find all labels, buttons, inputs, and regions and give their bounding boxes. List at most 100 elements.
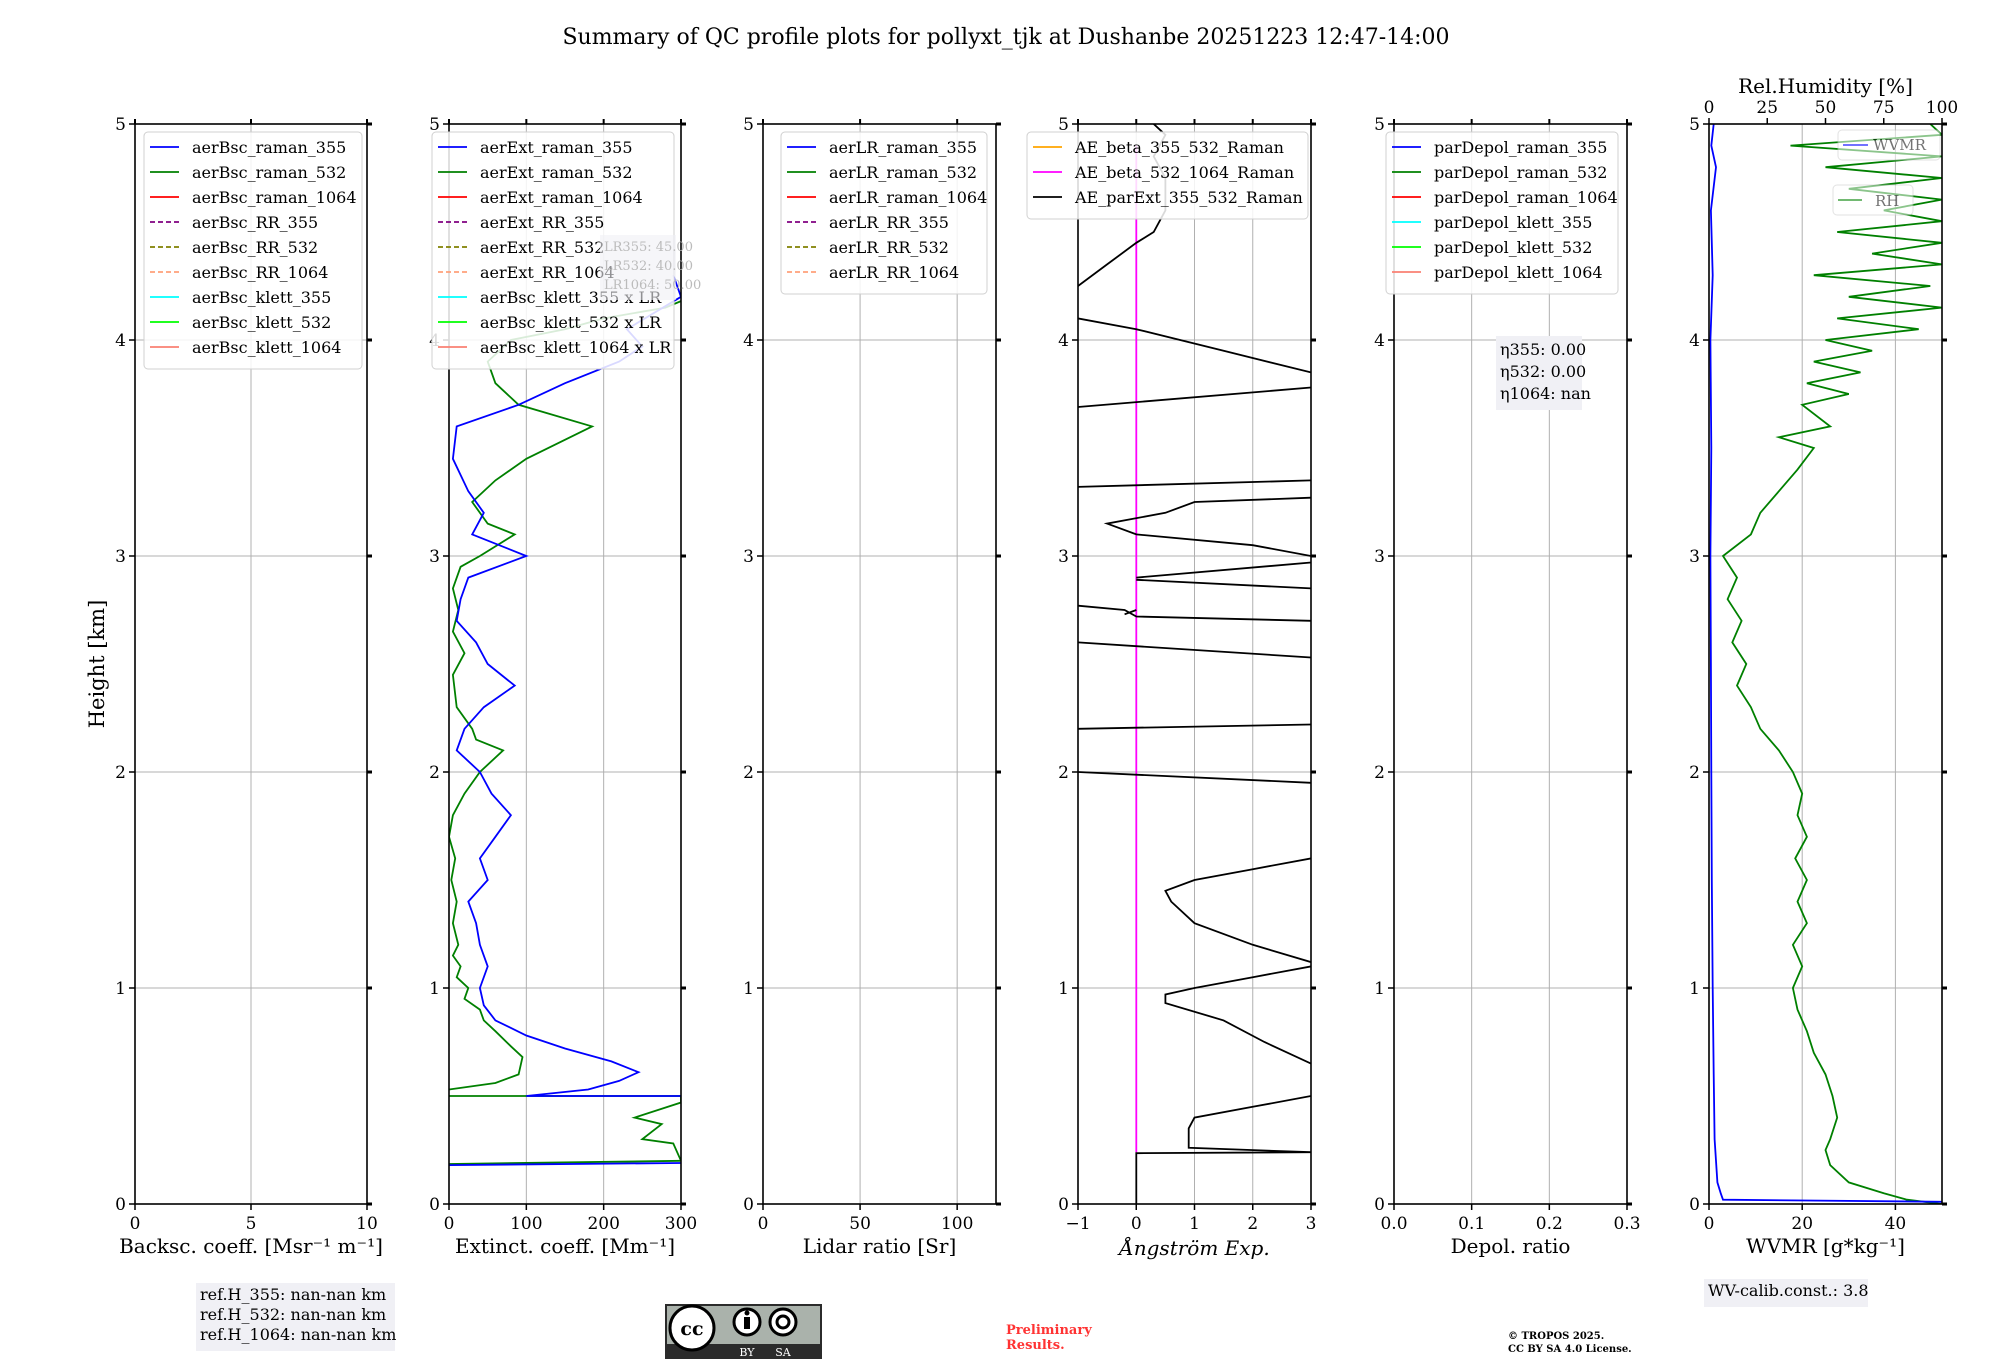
- x-axis-label: Ångström Exp.: [1117, 1235, 1269, 1260]
- legend-label: aerLR_RR_355: [829, 213, 949, 232]
- annotation-text: ref.H_532: nan-nan km: [200, 1305, 386, 1324]
- series-line-AE_parExt_355_532_Raman: [1078, 723, 1311, 730]
- y-tick-label: 0: [1689, 1195, 1700, 1215]
- top-x-tick-label: 75: [1873, 98, 1895, 118]
- by-label: BY: [739, 1346, 755, 1359]
- y-tick-label: 2: [429, 763, 440, 783]
- y-tick-label: 4: [743, 331, 754, 351]
- legend-box: [1385, 131, 1619, 295]
- x-tick-label: 0: [758, 1214, 769, 1234]
- x-tick-label: 40: [1885, 1214, 1907, 1234]
- series-line-AE_parExt_355_532_Raman: [1124, 609, 1137, 616]
- x-tick-label: 1: [1189, 1214, 1200, 1234]
- sa-icon: [768, 1307, 798, 1337]
- y-tick-label: 0: [743, 1195, 754, 1215]
- legend-label: aerLR_raman_355: [829, 138, 977, 157]
- legend-label: aerBsc_klett_532: [192, 313, 331, 332]
- y-tick-label: 5: [1374, 115, 1385, 135]
- figure-title: Summary of QC profile plots for pollyxt_…: [562, 25, 1449, 50]
- panel-5: 0 1 2 3 4 5 0.0 0.1 0.2 0.3 Depol. ratio parDepol_r…: [1374, 115, 1640, 1258]
- x-tick-label: 2: [1247, 1214, 1258, 1234]
- legend: aerBsc_raman_355 aerBsc_raman_532 aerBsc_r…: [143, 131, 363, 370]
- legend-label: aerExt_RR_532: [480, 238, 604, 257]
- y-tick-label: 2: [1374, 763, 1385, 783]
- x-tick-label: 0.0: [1380, 1214, 1407, 1234]
- y-axis-label: Height [km]: [85, 600, 109, 729]
- top-x-tick-label: 25: [1756, 98, 1778, 118]
- series-line-AE_parExt_355_532_Raman: [1103, 496, 1311, 557]
- series-line-RH: [1721, 124, 1942, 1204]
- legend-label: WVMR: [1873, 136, 1927, 154]
- legend-label: aerLR_raman_1064: [829, 188, 987, 207]
- axes-frame: [762, 123, 997, 1205]
- series-line-AE_parExt_355_532_Raman: [1078, 641, 1311, 659]
- legend-label: parDepol_klett_355: [1434, 213, 1592, 232]
- series-line-AE_parExt_355_532_Raman: [1164, 965, 1311, 1065]
- legend-label: aerBsc_raman_1064: [192, 188, 357, 207]
- legend: aerLR_raman_355 aerLR_raman_532 aerLR_rama…: [780, 131, 988, 295]
- annotation-box: WV-calib.const.: 3.8: [1704, 1279, 1869, 1307]
- y-tick-label: 1: [743, 979, 754, 999]
- legend-label: parDepol_klett_1064: [1434, 263, 1603, 282]
- legend-label: AE_beta_532_1064_Raman: [1074, 163, 1294, 182]
- y-tick-label: 5: [743, 115, 754, 135]
- legend-label: aerLR_raman_532: [829, 163, 977, 182]
- series-line-AE_parExt_355_532_Raman: [1078, 771, 1311, 784]
- legend-label: aerBsc_RR_355: [192, 213, 318, 232]
- annotation-text: LR355: 45.00: [604, 240, 693, 255]
- legend: WVMR RH: [1832, 129, 1941, 216]
- x-axis-label: WVMR [g*kg⁻¹]: [1746, 1234, 1905, 1258]
- footer: cc BY SA Preliminary Results. © TROPOS 2…: [665, 1304, 1632, 1359]
- legend-label: aerLR_RR_532: [829, 238, 949, 257]
- cc-icon: cc: [680, 1318, 703, 1340]
- series-line-aerExt_raman_532: [449, 300, 681, 1091]
- legend-label: aerBsc_raman_355: [192, 138, 346, 157]
- y-tick-label: 4: [1058, 331, 1069, 351]
- legend: aerExt_raman_355 aerExt_raman_532 aerExt_r…: [431, 131, 675, 370]
- y-tick-label: 2: [1058, 763, 1069, 783]
- axes-frame: [448, 123, 682, 1205]
- sa-label: SA: [775, 1346, 792, 1359]
- legend-label: parDepol_klett_532: [1434, 238, 1592, 257]
- y-tick-label: 3: [1374, 547, 1385, 567]
- series-line-AE_parExt_355_532_Raman: [1078, 479, 1311, 488]
- y-tick-label: 5: [115, 115, 126, 135]
- legend-label: aerBsc_raman_532: [192, 163, 346, 182]
- legend-label: aerBsc_klett_355: [192, 288, 331, 307]
- legend-label: aerLR_RR_1064: [829, 263, 959, 282]
- top-x-tick-label: 0: [1704, 98, 1715, 118]
- x-axis-label: Lidar ratio [Sr]: [803, 1234, 957, 1258]
- x-tick-label: 0: [1131, 1214, 1142, 1234]
- y-tick-label: 3: [429, 547, 440, 567]
- annotation-text: η1064: nan: [1500, 384, 1591, 403]
- x-tick-label: 0.1: [1458, 1214, 1485, 1234]
- y-tick-label: 4: [1689, 331, 1700, 351]
- legend-label: aerBsc_RR_532: [192, 238, 318, 257]
- series-line-AE_parExt_355_532_Raman: [1136, 578, 1311, 590]
- x-tick-label: 300: [665, 1214, 697, 1234]
- y-tick-label: 3: [743, 547, 754, 567]
- y-tick-label: 5: [1689, 115, 1700, 135]
- legend: parDepol_raman_355 parDepol_raman_532 parD…: [1385, 131, 1619, 295]
- y-tick-label: 2: [115, 763, 126, 783]
- x-axis-label: Depol. ratio: [1451, 1234, 1571, 1258]
- legend-label: aerExt_raman_532: [480, 163, 633, 182]
- legend-box: [1026, 131, 1309, 220]
- copyright-label: © TROPOS 2025.: [1508, 1331, 1604, 1342]
- x-tick-label: 50: [849, 1214, 871, 1234]
- cc-license-logo: cc BY SA: [665, 1304, 822, 1359]
- series-line-WVMR: [1709, 124, 1942, 1203]
- annotation-box: η355: 0.00 η532: 0.00 η1064: nan: [1496, 336, 1591, 410]
- x-tick-label: 5: [246, 1214, 257, 1234]
- legend-label: aerExt_raman_1064: [480, 188, 643, 207]
- x-tick-label: 0.2: [1536, 1214, 1563, 1234]
- y-tick-label: 4: [115, 331, 126, 351]
- axes-frame: [1393, 123, 1628, 1205]
- y-tick-label: 0: [115, 1195, 126, 1215]
- legend-label: aerExt_RR_1064: [480, 263, 615, 282]
